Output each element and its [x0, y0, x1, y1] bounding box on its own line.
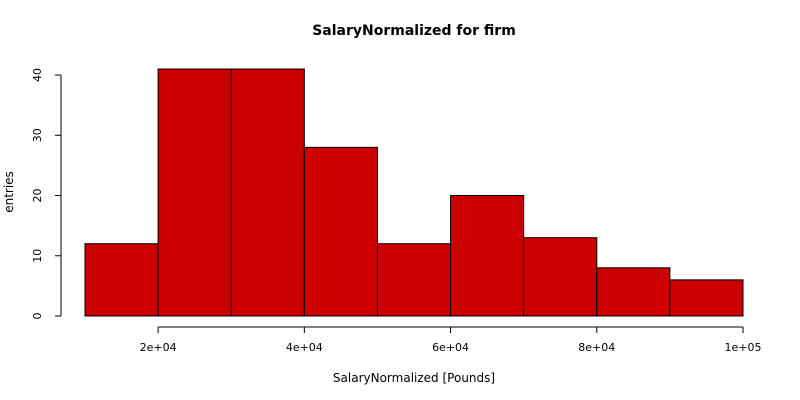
x-tick-label: 1e+05 [725, 341, 762, 354]
histogram-bar [376, 243, 452, 317]
y-tick-label: 10 [31, 249, 44, 263]
histogram-bar [84, 243, 159, 317]
x-axis: 2e+04 4e+04 6e+04 8e+04 1e+05 [140, 326, 762, 354]
histogram-bar [303, 146, 378, 317]
histogram-bar [450, 195, 525, 317]
bars-group [84, 68, 744, 317]
y-tick-label: 20 [31, 189, 44, 203]
histogram-bar [523, 237, 598, 317]
histogram-bar [669, 279, 744, 317]
y-tick-label: 40 [31, 68, 44, 82]
x-tick-label: 2e+04 [140, 341, 177, 354]
chart-title: SalaryNormalized for firm [312, 23, 516, 39]
y-axis: 0 10 20 30 40 [31, 68, 62, 320]
y-tick-label: 0 [31, 313, 44, 320]
histogram-bar [230, 68, 305, 317]
y-axis-label: entries [2, 171, 16, 213]
x-axis-label: SalaryNormalized [Pounds] [333, 371, 495, 385]
histogram-bar [157, 68, 232, 317]
histogram-bar [596, 267, 671, 317]
x-tick-label: 4e+04 [286, 341, 323, 354]
y-tick-label: 30 [31, 128, 44, 142]
x-tick-label: 8e+04 [578, 341, 615, 354]
x-tick-label: 6e+04 [432, 341, 469, 354]
